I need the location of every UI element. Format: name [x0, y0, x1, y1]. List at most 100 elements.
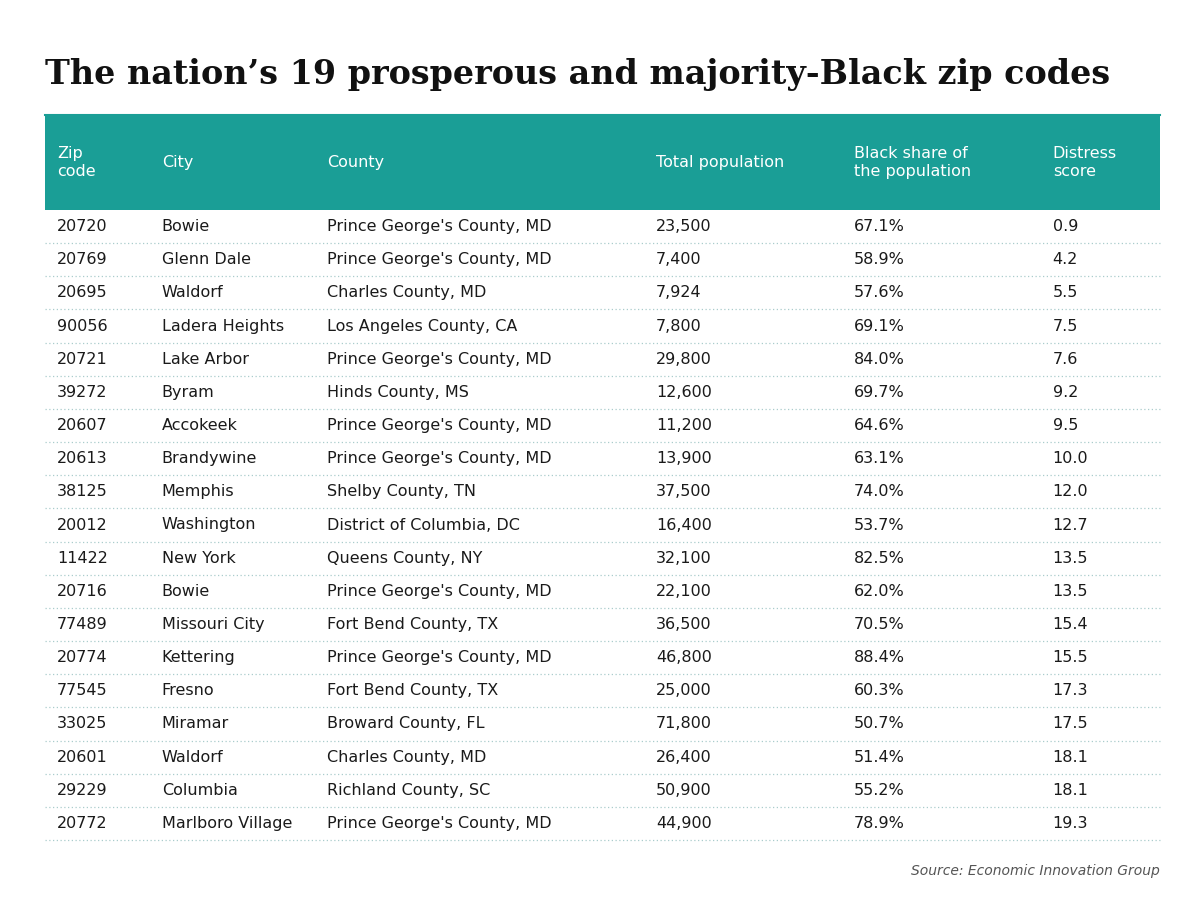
Text: 88.4%: 88.4%: [854, 650, 905, 665]
Text: 50.7%: 50.7%: [854, 717, 905, 732]
Bar: [46, 115, 1160, 210]
Text: 18.1: 18.1: [1052, 750, 1088, 764]
Text: 39272: 39272: [58, 385, 108, 400]
Text: 10.0: 10.0: [1052, 451, 1088, 466]
Text: 7.5: 7.5: [1052, 319, 1078, 333]
Text: Prince George's County, MD: Prince George's County, MD: [326, 650, 552, 665]
Text: 11422: 11422: [58, 550, 108, 566]
Text: 20772: 20772: [58, 816, 108, 831]
Text: 90056: 90056: [58, 319, 108, 333]
Text: 11,200: 11,200: [655, 418, 712, 433]
Text: Memphis: Memphis: [162, 484, 234, 499]
Text: 36,500: 36,500: [655, 617, 712, 632]
Text: 0.9: 0.9: [1052, 219, 1078, 234]
Text: Richland County, SC: Richland County, SC: [326, 783, 490, 797]
Text: Broward County, FL: Broward County, FL: [326, 717, 485, 732]
Text: 77545: 77545: [58, 683, 108, 699]
Text: 53.7%: 53.7%: [854, 517, 905, 533]
Text: Shelby County, TN: Shelby County, TN: [326, 484, 476, 499]
Text: 20721: 20721: [58, 352, 108, 366]
Text: 62.0%: 62.0%: [854, 584, 905, 599]
Text: 69.1%: 69.1%: [854, 319, 905, 333]
Text: 7,800: 7,800: [655, 319, 702, 333]
Text: 13.5: 13.5: [1052, 550, 1088, 566]
Text: Waldorf: Waldorf: [162, 286, 223, 301]
Text: Prince George's County, MD: Prince George's County, MD: [326, 219, 552, 234]
Text: Bowie: Bowie: [162, 219, 210, 234]
Text: 67.1%: 67.1%: [854, 219, 905, 234]
Text: 33025: 33025: [58, 717, 107, 732]
Text: 77489: 77489: [58, 617, 108, 632]
Text: Washington: Washington: [162, 517, 257, 533]
Text: 7.6: 7.6: [1052, 352, 1078, 366]
Text: Ladera Heights: Ladera Heights: [162, 319, 284, 333]
Text: 63.1%: 63.1%: [854, 451, 905, 466]
Text: City: City: [162, 155, 193, 170]
Text: Fort Bend County, TX: Fort Bend County, TX: [326, 683, 498, 699]
Text: 12.0: 12.0: [1052, 484, 1088, 499]
Text: 46,800: 46,800: [655, 650, 712, 665]
Text: 7,924: 7,924: [655, 286, 701, 301]
Text: 19.3: 19.3: [1052, 816, 1088, 831]
Text: 20769: 20769: [58, 252, 108, 268]
Text: 64.6%: 64.6%: [854, 418, 905, 433]
Text: 9.5: 9.5: [1052, 418, 1078, 433]
Text: Black share of
the population: Black share of the population: [854, 145, 971, 180]
Text: Glenn Dale: Glenn Dale: [162, 252, 251, 268]
Text: Fresno: Fresno: [162, 683, 215, 699]
Text: 17.5: 17.5: [1052, 717, 1088, 732]
Text: 20695: 20695: [58, 286, 108, 301]
Text: 78.9%: 78.9%: [854, 816, 905, 831]
Text: 50,900: 50,900: [655, 783, 712, 797]
Text: 15.4: 15.4: [1052, 617, 1088, 632]
Text: 58.9%: 58.9%: [854, 252, 905, 268]
Text: Distress
score: Distress score: [1052, 145, 1117, 180]
Text: Kettering: Kettering: [162, 650, 235, 665]
Text: Total population: Total population: [655, 155, 784, 170]
Text: Prince George's County, MD: Prince George's County, MD: [326, 352, 552, 366]
Text: Miramar: Miramar: [162, 717, 229, 732]
Text: 84.0%: 84.0%: [854, 352, 905, 366]
Text: 60.3%: 60.3%: [854, 683, 905, 699]
Text: 37,500: 37,500: [655, 484, 712, 499]
Text: 71,800: 71,800: [655, 717, 712, 732]
Text: 18.1: 18.1: [1052, 783, 1088, 797]
Text: 44,900: 44,900: [655, 816, 712, 831]
Text: Zip
code: Zip code: [58, 145, 96, 180]
Text: 25,000: 25,000: [655, 683, 712, 699]
Text: Missouri City: Missouri City: [162, 617, 264, 632]
Text: District of Columbia, DC: District of Columbia, DC: [326, 517, 520, 533]
Text: Prince George's County, MD: Prince George's County, MD: [326, 584, 552, 599]
Text: 12.7: 12.7: [1052, 517, 1088, 533]
Text: The nation’s 19 prosperous and majority-Black zip codes: The nation’s 19 prosperous and majority-…: [46, 58, 1110, 91]
Text: Marlboro Village: Marlboro Village: [162, 816, 292, 831]
Text: 13.5: 13.5: [1052, 584, 1088, 599]
Text: 7,400: 7,400: [655, 252, 701, 268]
Text: 22,100: 22,100: [655, 584, 712, 599]
Text: 4.2: 4.2: [1052, 252, 1078, 268]
Text: 15.5: 15.5: [1052, 650, 1088, 665]
Text: Charles County, MD: Charles County, MD: [326, 286, 486, 301]
Text: New York: New York: [162, 550, 235, 566]
Text: 29229: 29229: [58, 783, 108, 797]
Text: 20613: 20613: [58, 451, 108, 466]
Text: Prince George's County, MD: Prince George's County, MD: [326, 816, 552, 831]
Text: 29,800: 29,800: [655, 352, 712, 366]
Text: 5.5: 5.5: [1052, 286, 1078, 301]
Text: 16,400: 16,400: [655, 517, 712, 533]
Text: 38125: 38125: [58, 484, 108, 499]
Text: 82.5%: 82.5%: [854, 550, 905, 566]
Text: 51.4%: 51.4%: [854, 750, 905, 764]
Text: Prince George's County, MD: Prince George's County, MD: [326, 418, 552, 433]
Text: 20720: 20720: [58, 219, 108, 234]
Text: 20716: 20716: [58, 584, 108, 599]
Text: 26,400: 26,400: [655, 750, 712, 764]
Text: Brandywine: Brandywine: [162, 451, 257, 466]
Text: Queens County, NY: Queens County, NY: [326, 550, 482, 566]
Text: 20012: 20012: [58, 517, 108, 533]
Text: Byram: Byram: [162, 385, 215, 400]
Text: 12,600: 12,600: [655, 385, 712, 400]
Text: 20607: 20607: [58, 418, 108, 433]
Text: Los Angeles County, CA: Los Angeles County, CA: [326, 319, 517, 333]
Text: Prince George's County, MD: Prince George's County, MD: [326, 451, 552, 466]
